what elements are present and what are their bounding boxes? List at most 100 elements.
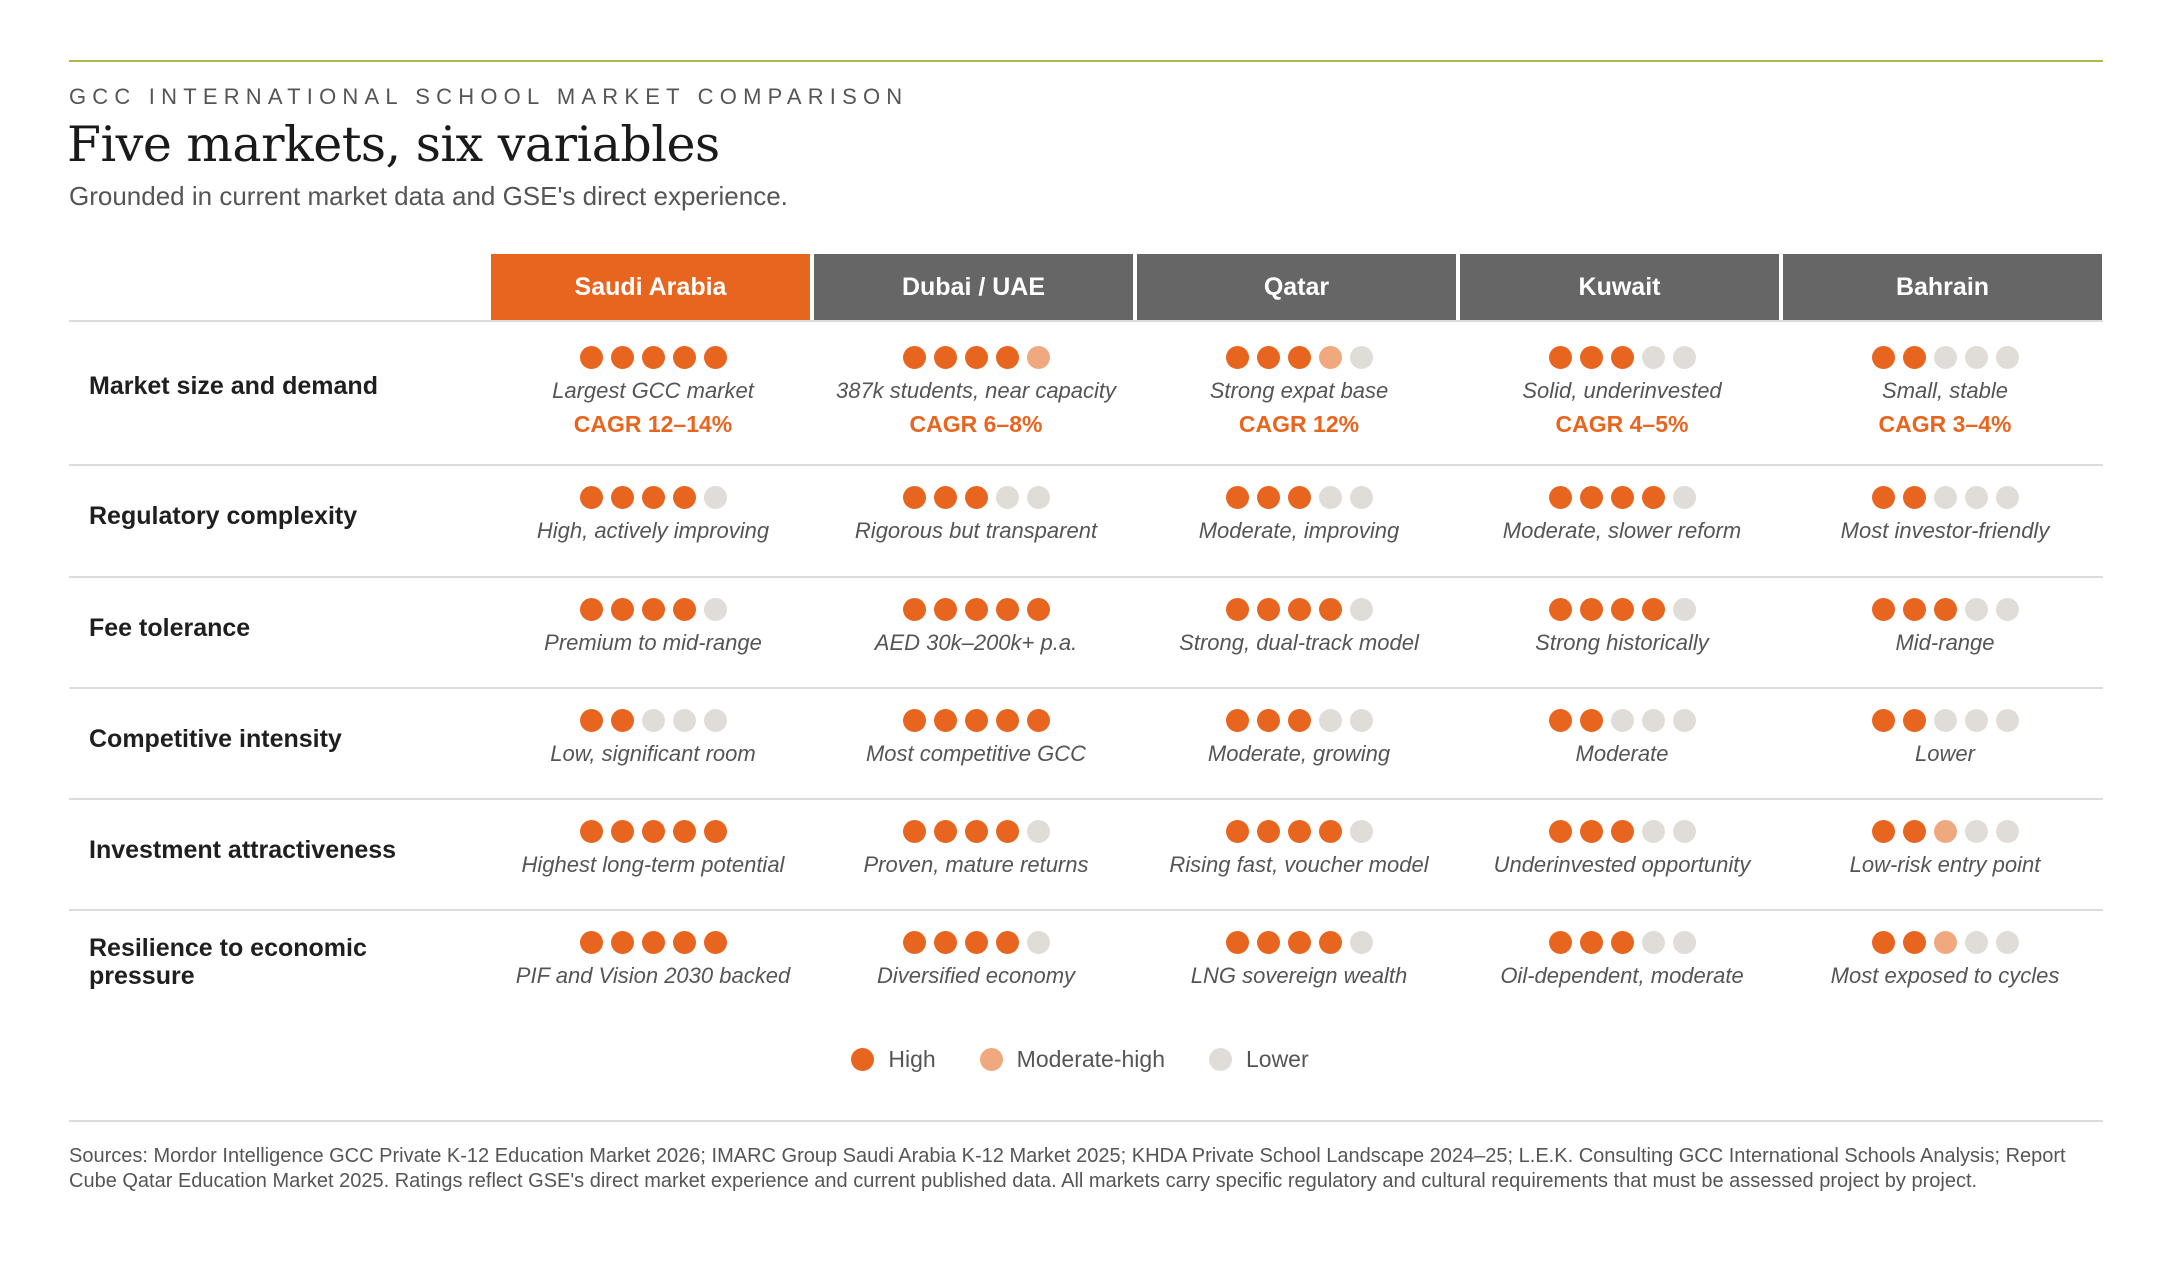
table-cell: Most investor-friendly bbox=[1784, 486, 2106, 544]
rating-dot-low bbox=[1641, 709, 1665, 732]
eyebrow: GCC INTERNATIONAL SCHOOL MARKET COMPARIS… bbox=[69, 84, 909, 109]
cagr-value: CAGR 3–4% bbox=[1878, 411, 2012, 437]
rating-dot-high bbox=[964, 820, 988, 843]
table-cell: Lower bbox=[1784, 709, 2106, 767]
rating-dot-high bbox=[1641, 598, 1665, 621]
rating-dot-high bbox=[1287, 931, 1311, 954]
top-rule bbox=[69, 60, 2103, 62]
rating-dot-high bbox=[1902, 598, 1926, 621]
column-header-bahrain: Bahrain bbox=[1783, 254, 2102, 320]
rating-dot-low bbox=[672, 709, 696, 732]
rating-dots bbox=[492, 709, 814, 732]
rating-dots bbox=[815, 486, 1137, 509]
rating-dot-high bbox=[579, 346, 603, 369]
rating-dot-low bbox=[1995, 709, 2019, 732]
rating-dot-high bbox=[1318, 598, 1342, 621]
rating-dot-low bbox=[1610, 709, 1634, 732]
rating-dot-high bbox=[641, 486, 665, 509]
rating-dot-high bbox=[1579, 820, 1603, 843]
cell-note: Most exposed to cycles bbox=[1830, 963, 2060, 988]
rating-dot-high bbox=[1026, 598, 1050, 621]
legend-item-low: Lower bbox=[1208, 1046, 1309, 1073]
rating-dot-high bbox=[995, 598, 1019, 621]
legend: High Moderate-high Lower bbox=[0, 1046, 2160, 1073]
rating-dot-high bbox=[1871, 598, 1895, 621]
rating-dot-high bbox=[1871, 820, 1895, 843]
rating-dot-low bbox=[703, 598, 727, 621]
table-cell: Small, stable CAGR 3–4% bbox=[1784, 346, 2106, 438]
rating-dots bbox=[1461, 709, 1783, 732]
cell-note: Low-risk entry point bbox=[1849, 852, 2041, 877]
rating-dot-high bbox=[1610, 598, 1634, 621]
rating-dots bbox=[1138, 598, 1460, 621]
cell-note: PIF and Vision 2030 backed bbox=[515, 963, 791, 988]
rating-dot-high bbox=[933, 709, 957, 732]
rating-dots bbox=[1784, 598, 2106, 621]
rating-dot-high bbox=[964, 931, 988, 954]
rating-dot-high bbox=[641, 931, 665, 954]
rating-dot-high bbox=[1871, 709, 1895, 732]
rating-dot-high bbox=[641, 820, 665, 843]
cell-note: Highest long-term potential bbox=[521, 852, 785, 877]
table-cell: Most exposed to cycles bbox=[1784, 931, 2106, 989]
table-cell: Low-risk entry point bbox=[1784, 820, 2106, 878]
row-label: Regulatory complexity bbox=[89, 502, 358, 530]
cell-note: Strong historically bbox=[1535, 630, 1709, 655]
header-divider bbox=[69, 320, 2103, 322]
rating-dot-high bbox=[964, 598, 988, 621]
row-label: Market size and demand bbox=[89, 372, 378, 400]
rating-dot-high bbox=[610, 346, 634, 369]
rating-dot-high bbox=[1871, 486, 1895, 509]
rating-dot-high bbox=[703, 820, 727, 843]
rating-dot-high bbox=[902, 820, 926, 843]
table-cell: Strong expat base CAGR 12% bbox=[1138, 346, 1460, 438]
rating-dots bbox=[1784, 820, 2106, 843]
table-cell: Largest GCC market CAGR 12–14% bbox=[492, 346, 814, 438]
row-divider bbox=[69, 687, 2103, 689]
cell-note: Moderate bbox=[1575, 741, 1669, 766]
rating-dot-high bbox=[1579, 931, 1603, 954]
table-cell: Strong, dual-track model bbox=[1138, 598, 1460, 656]
rating-dot-low bbox=[1995, 346, 2019, 369]
footer-divider bbox=[69, 1120, 2103, 1122]
rating-dot-low bbox=[1672, 820, 1696, 843]
rating-dot-high bbox=[1256, 709, 1280, 732]
rating-dot-low bbox=[1964, 709, 1988, 732]
rating-dots bbox=[815, 346, 1137, 369]
cell-note: Moderate, slower reform bbox=[1502, 518, 1742, 543]
table-cell: Most competitive GCC bbox=[815, 709, 1137, 767]
cell-note: Diversified economy bbox=[876, 963, 1076, 988]
rating-dot-high bbox=[1256, 820, 1280, 843]
cell-note: Small, stable bbox=[1882, 378, 2008, 403]
rating-dot-high bbox=[1548, 931, 1572, 954]
rating-dot-low bbox=[1349, 598, 1373, 621]
legend-dot-mod bbox=[979, 1048, 1003, 1071]
rating-dot-high bbox=[1287, 346, 1311, 369]
cell-note: Oil-dependent, moderate bbox=[1500, 963, 1744, 988]
rating-dot-high bbox=[1548, 820, 1572, 843]
column-header-qatar: Qatar bbox=[1137, 254, 1456, 320]
cell-note: Moderate, improving bbox=[1198, 518, 1400, 543]
rating-dot-high bbox=[1579, 598, 1603, 621]
rating-dots bbox=[1138, 931, 1460, 954]
rating-dot-low bbox=[1026, 820, 1050, 843]
cell-note: Most investor-friendly bbox=[1840, 518, 2050, 543]
rating-dot-high bbox=[1256, 598, 1280, 621]
cagr-value: CAGR 6–8% bbox=[909, 411, 1043, 437]
legend-item-high: High bbox=[851, 1046, 936, 1073]
rating-dot-high bbox=[933, 931, 957, 954]
rating-dot-high bbox=[1256, 931, 1280, 954]
legend-dot-high bbox=[851, 1048, 875, 1071]
cagr-value: CAGR 12–14% bbox=[573, 411, 733, 437]
rating-dot-high bbox=[1548, 346, 1572, 369]
cell-note: Most competitive GCC bbox=[865, 741, 1087, 766]
rating-dots bbox=[1138, 346, 1460, 369]
cell-note: Solid, underinvested bbox=[1522, 378, 1722, 403]
rating-dot-low bbox=[1995, 598, 2019, 621]
rating-dot-low bbox=[1672, 486, 1696, 509]
rating-dot-low bbox=[1026, 486, 1050, 509]
sources-note: Sources: Mordor Intelligence GCC Private… bbox=[69, 1145, 2066, 1192]
rating-dot-high bbox=[902, 346, 926, 369]
rating-dot-high bbox=[1225, 820, 1249, 843]
rating-dot-high bbox=[703, 931, 727, 954]
